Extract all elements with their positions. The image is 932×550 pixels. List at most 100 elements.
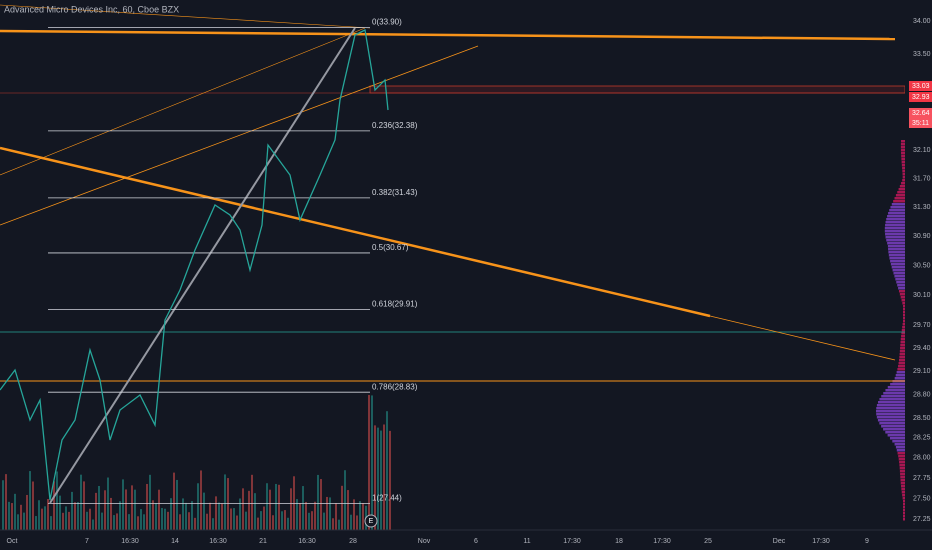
price-labels: 34.00 33.50 32.10 31.70 31.30 30.90 30.50 30.10… [909, 18, 932, 523]
volume-bar [344, 470, 346, 530]
volume-bar [14, 493, 16, 530]
volume-bar [158, 489, 160, 530]
volume-bar [389, 430, 391, 530]
volume-bar [245, 511, 247, 530]
volume-bar [206, 513, 208, 530]
volume-bar [314, 501, 316, 530]
price-tag [909, 108, 932, 118]
price-label: 30.50 [913, 262, 931, 269]
volume-bar [134, 489, 136, 530]
volume-bar [305, 501, 307, 530]
profile-bar [899, 356, 905, 359]
trend-line [709, 315, 896, 361]
profile-bar [903, 518, 905, 521]
volume-bar [200, 470, 202, 530]
time-label: 17:30 [653, 538, 671, 545]
volume-bar [20, 504, 22, 530]
profile-bar [892, 440, 905, 443]
volume-bar [41, 508, 43, 530]
volume-bar [155, 502, 157, 530]
volume-bar [104, 490, 106, 530]
profile-bar [890, 260, 905, 263]
fib-label: 0.236(32.38) [372, 121, 418, 130]
profile-bar [890, 383, 905, 386]
profile-bar [876, 416, 905, 419]
time-label: 28 [349, 538, 357, 545]
profile-bar [902, 494, 905, 497]
volume-bar [170, 498, 172, 530]
volume-bar [326, 496, 328, 530]
volume-bar [269, 489, 271, 530]
volume-bar [191, 501, 193, 530]
volume-bar [59, 495, 61, 530]
profile-bar [889, 209, 905, 212]
chart-title: Advanced Micro Devices Inc, 60, Cboe BZX [4, 4, 179, 14]
fib-retracement: 0(33.90) 0.236(32.38) 0.382(31.43) 0.5(30.6… [48, 18, 418, 504]
volume-bar [101, 512, 103, 530]
volume-bar [272, 515, 274, 530]
volume-bar [275, 483, 277, 530]
profile-bar [903, 320, 905, 323]
profile-bar [876, 404, 905, 407]
profile-bar [900, 338, 905, 341]
time-label: Nov [418, 538, 431, 545]
profile-bar [900, 482, 905, 485]
volume-bar [140, 509, 142, 530]
volume-bar [44, 506, 46, 530]
volume-bar [317, 474, 319, 530]
volume-bar [239, 498, 241, 530]
volume-bar [332, 518, 334, 530]
profile-bar [902, 167, 905, 170]
volume-bar [107, 477, 109, 530]
volume-bar [11, 503, 13, 530]
volume-bar [281, 511, 283, 530]
volume-bar [164, 508, 166, 530]
time-label: 17:30 [812, 538, 830, 545]
volume-bar [182, 498, 184, 530]
profile-bar [902, 323, 905, 326]
profile-bar [900, 146, 905, 149]
profile-bar [898, 290, 905, 293]
volume-bar [335, 503, 337, 530]
time-label: 17:30 [563, 538, 581, 545]
volume-bar [131, 485, 133, 530]
time-label: 25 [704, 538, 712, 545]
profile-bar [894, 377, 905, 380]
volume-bar [179, 514, 181, 530]
profile-bar [900, 476, 905, 479]
volume-bar [347, 490, 349, 530]
time-label: 21 [259, 538, 267, 545]
volume-bar [311, 511, 313, 530]
price-label: 31.70 [913, 175, 931, 182]
volume-bar [167, 511, 169, 530]
profile-bar [899, 461, 905, 464]
profile-bar [890, 206, 905, 209]
volume-bars [2, 394, 391, 530]
volume-bar [224, 474, 226, 530]
profile-bar [897, 368, 905, 371]
volume-bar [308, 512, 310, 530]
profile-bar [903, 311, 905, 314]
price-label: 28.80 [913, 391, 931, 398]
profile-bar [899, 470, 905, 473]
volume-bar [356, 515, 358, 530]
price-tag-label: 33.03 [912, 83, 930, 90]
volume-bar [62, 512, 64, 530]
profile-bar [903, 512, 905, 515]
profile-bar [898, 362, 905, 365]
earnings-label[interactable]: E [369, 518, 374, 525]
profile-bar [901, 329, 905, 332]
volume-bar [80, 474, 82, 530]
volume-bar [188, 512, 190, 530]
profile-bar [888, 254, 905, 257]
profile-bar [895, 278, 905, 281]
profile-bar [903, 515, 905, 518]
volume-bar [296, 499, 298, 530]
profile-bar [891, 203, 905, 206]
profile-bar [894, 197, 905, 200]
earnings-icon[interactable] [364, 514, 378, 528]
profile-bar [894, 275, 905, 278]
profile-bar [895, 194, 905, 197]
profile-bar [899, 467, 905, 470]
profile-bar [888, 212, 905, 215]
